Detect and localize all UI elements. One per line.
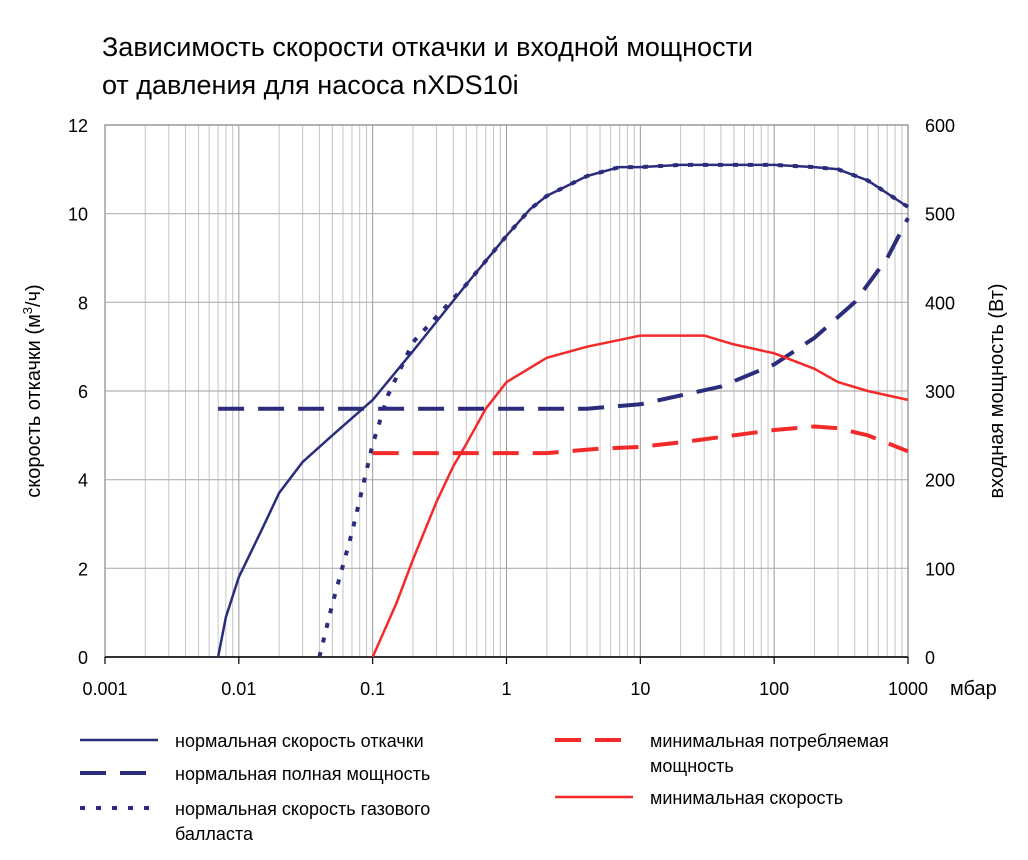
chart-title-line-2: от давления для насоса nXDS10i	[102, 70, 519, 100]
y-right-tick-label: 500	[925, 205, 955, 225]
y-left-tick-label: 8	[78, 293, 88, 313]
series-line-3	[317, 162, 910, 658]
y-right-tick-label: 200	[925, 471, 955, 491]
legend-label: нормальная скорость откачки	[175, 731, 424, 751]
x-tick-label: 0.01	[221, 679, 256, 699]
series-line-2	[218, 217, 910, 411]
y-right-tick-label: 100	[925, 559, 955, 579]
legend-label: балласта	[175, 824, 254, 844]
y-left-tick-label: 6	[78, 382, 88, 402]
y-right-tick-label: 0	[925, 648, 935, 668]
y-right-axis-label: входная мощность (Вт)	[986, 283, 1008, 498]
legend-label: мощность	[650, 756, 734, 776]
y-left-tick-label: 12	[68, 116, 88, 136]
y-right-tick-label: 300	[925, 382, 955, 402]
x-tick-label: 0.001	[82, 679, 127, 699]
y-right-tick-label: 400	[925, 293, 955, 313]
y-left-tick-label: 2	[78, 559, 88, 579]
x-tick-label: 10	[630, 679, 650, 699]
series-line-1	[216, 163, 909, 658]
legend-label: нормальная скорость газового	[175, 799, 430, 819]
legend-label: нормальная полная мощность	[175, 764, 430, 784]
legend-label: минимальная потребляемая	[650, 731, 889, 751]
x-tick-label: 1	[501, 679, 511, 699]
y-left-tick-label: 0	[78, 648, 88, 668]
x-axis-label: мбар	[950, 678, 997, 700]
legend-label: минимальная скорость	[650, 788, 843, 808]
x-tick-label: 0.1	[360, 679, 385, 699]
series-line-5	[371, 334, 909, 658]
series-line-4	[372, 424, 909, 456]
y-left-tick-label: 4	[78, 471, 88, 491]
x-tick-label: 1000	[888, 679, 928, 699]
y-left-tick-label: 10	[68, 205, 88, 225]
chart-title-line-1: Зависимость скорости откачки и входной м…	[102, 32, 754, 62]
y-left-axis-label: скорость откачки (м3/ч)	[20, 284, 45, 497]
chart-title: Зависимость скорости откачки и входной м…	[102, 28, 753, 104]
y-right-tick-label: 600	[925, 116, 955, 136]
x-tick-label: 100	[759, 679, 789, 699]
